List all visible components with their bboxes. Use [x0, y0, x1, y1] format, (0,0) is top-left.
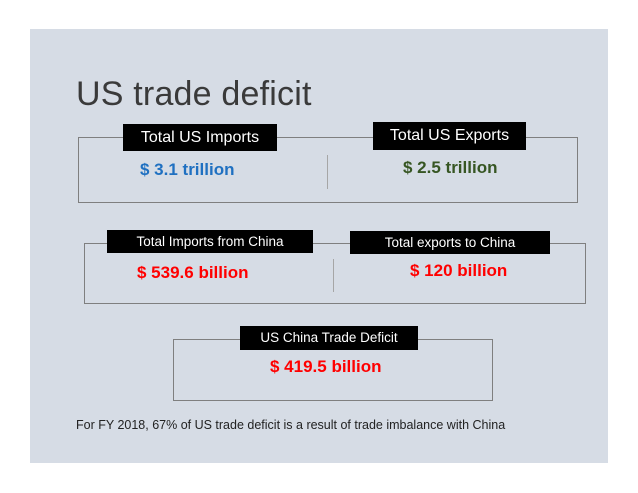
china-imports-label: Total Imports from China	[107, 230, 313, 253]
china-exports-value: $ 120 billion	[410, 261, 508, 280]
us-totals-divider	[327, 155, 328, 189]
us-exports-label: Total US Exports	[373, 122, 526, 150]
us-imports-label: Total US Imports	[123, 124, 277, 151]
slide-background: US trade deficit Total US Imports Total …	[30, 29, 608, 463]
footnote: For FY 2018, 67% of US trade deficit is …	[76, 418, 506, 432]
china-exports-label: Total exports to China	[350, 231, 550, 254]
china-totals-divider	[333, 259, 334, 292]
us-totals-box	[78, 137, 578, 203]
deficit-value: $ 419.5 billion	[270, 357, 382, 376]
deficit-label: US China Trade Deficit	[240, 326, 418, 350]
us-exports-value: $ 2.5 trillion	[403, 158, 498, 177]
china-imports-value: $ 539.6 billion	[137, 263, 249, 282]
slide-title: US trade deficit	[76, 75, 312, 113]
us-imports-value: $ 3.1 trillion	[140, 160, 235, 179]
china-totals-box	[84, 243, 586, 304]
